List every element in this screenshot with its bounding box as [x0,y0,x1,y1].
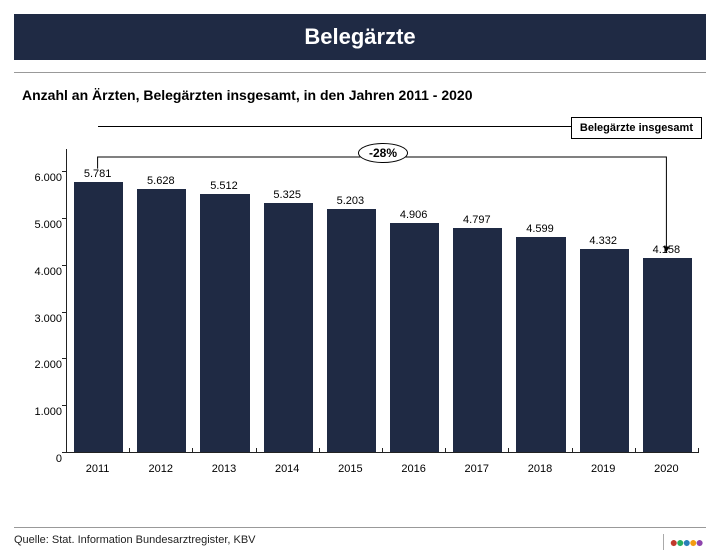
bar [643,258,692,452]
y-tick-mark [62,358,66,359]
divider [14,72,706,73]
bar [390,223,439,452]
x-tick-mark [129,448,130,453]
y-tick-label: 5.000 [22,219,62,231]
y-tick-mark [62,171,66,172]
x-tick-label: 2011 [86,463,110,475]
x-tick-mark [698,448,699,453]
y-tick-mark [62,452,66,453]
x-tick-mark [192,448,193,453]
page-title: Belegärzte [14,14,706,60]
x-tick-label: 2019 [591,463,615,475]
bar-value-label: 4.906 [400,209,428,221]
bar-value-label: 5.325 [273,189,301,201]
x-tick-mark [319,448,320,453]
bar-value-label: 5.628 [147,175,175,187]
y-tick-mark [62,265,66,266]
y-tick-mark [62,218,66,219]
y-tick-label: 4.000 [22,266,62,278]
x-tick-mark [635,448,636,453]
x-tick-mark [445,448,446,453]
chart-container: Belegärzte insgesamt -28% 01.0002.0003.0… [22,121,698,481]
bar [327,209,376,452]
chart-subtitle: Anzahl an Ärzten, Belegärzten insgesamt,… [22,87,698,103]
y-tick-label: 6.000 [22,172,62,184]
y-tick-label: 3.000 [22,313,62,325]
bar [580,249,629,452]
bar [453,228,502,452]
bar-value-label: 4.797 [463,214,491,226]
y-tick-mark [62,405,66,406]
y-tick-label: 0 [22,453,62,465]
x-tick-label: 2016 [401,463,425,475]
x-tick-label: 2020 [654,463,678,475]
x-tick-mark [572,448,573,453]
bar-value-label: 4.158 [653,244,681,256]
bar [200,194,249,452]
x-tick-label: 2012 [149,463,173,475]
x-tick-label: 2018 [528,463,552,475]
footer-divider [14,527,706,528]
bar [264,203,313,452]
y-tick-mark [62,312,66,313]
y-tick-label: 2.000 [22,359,62,371]
bar-value-label: 4.332 [589,235,617,247]
legend: Belegärzte insgesamt [571,117,702,139]
bar-value-label: 5.512 [210,180,238,192]
bar-value-label: 4.599 [526,223,554,235]
plot-area [66,149,698,453]
x-tick-mark [256,448,257,453]
bar-value-label: 5.203 [337,195,365,207]
x-tick-label: 2014 [275,463,299,475]
y-tick-label: 1.000 [22,406,62,418]
bar-value-label: 5.781 [84,168,112,180]
x-tick-label: 2017 [465,463,489,475]
bar [137,189,186,452]
x-tick-mark [382,448,383,453]
change-callout: -28% [358,143,408,163]
bar [74,182,123,452]
footer-logo: ●●●●● [663,534,702,550]
legend-connector [98,126,588,127]
x-tick-mark [508,448,509,453]
x-tick-label: 2013 [212,463,236,475]
source-text: Quelle: Stat. Information Bundesarztregi… [14,534,256,546]
bar [516,237,565,452]
x-tick-label: 2015 [338,463,362,475]
